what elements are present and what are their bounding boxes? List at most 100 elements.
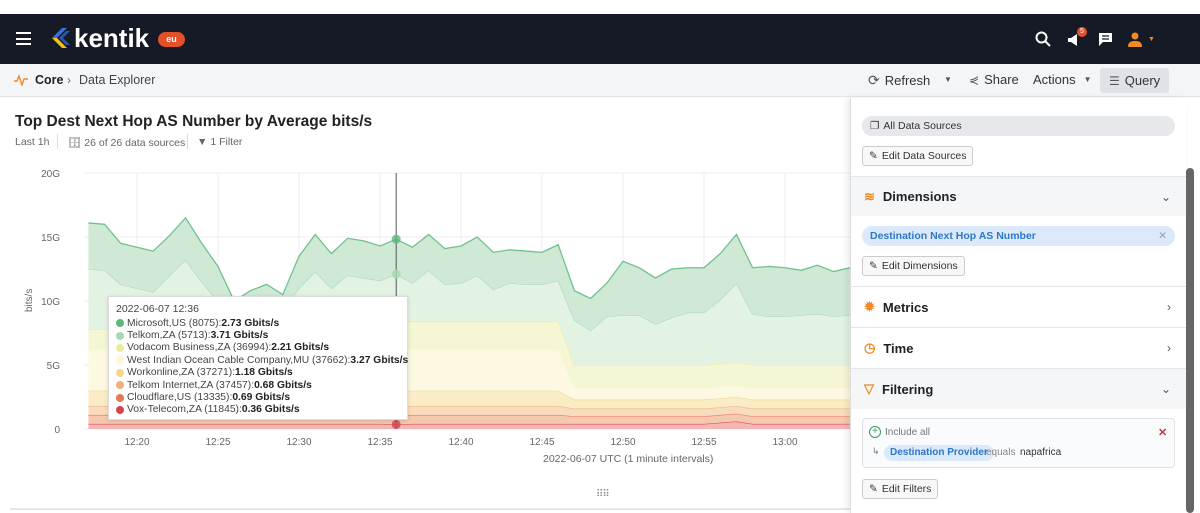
tooltip-series-label: Telkom Internet,ZA (37457): <box>127 379 255 391</box>
layers-icon: ≋ <box>864 188 875 204</box>
query-panel: ❐ All Data Sources ✎ Edit Data Sources ≋ Di… <box>850 98 1187 513</box>
query-list-icon: ☰ <box>1109 73 1120 88</box>
x-tick-label: 12:45 <box>529 437 554 448</box>
bottom-divider <box>10 508 850 510</box>
dimension-pill[interactable]: Destination Next Hop AS Number ✕ <box>862 226 1175 246</box>
search-icon[interactable] <box>1035 31 1051 47</box>
chevron-down-icon: ▼ <box>1083 75 1092 84</box>
top-strip <box>0 0 1200 14</box>
tooltip-series-label: Telkom,ZA (5713): <box>127 330 211 342</box>
notification-count-badge: 5 <box>1077 27 1087 37</box>
series-color-dot <box>116 331 124 340</box>
hover-point <box>391 419 401 429</box>
filter-operator: equals <box>986 447 1016 458</box>
filter-value: napafrica <box>1020 447 1062 458</box>
x-tick-label: 12:20 <box>124 437 149 448</box>
filter-group-mode[interactable]: Include all <box>885 427 931 438</box>
tooltip-row: Telkom,ZA (5713): 3.71 Gbits/s <box>116 329 400 341</box>
time-section-header[interactable]: ◷ Time › <box>851 327 1187 368</box>
chat-icon[interactable] <box>1098 32 1113 47</box>
y-tick-label: 15G <box>41 233 60 244</box>
tooltip-series-value: 3.71 Gbits/s <box>210 330 269 342</box>
tooltip-series-value: 0.68 Gbits/s <box>254 379 312 391</box>
x-tick-label: 12:25 <box>205 437 230 448</box>
filters-label[interactable]: ▼ 1 Filter <box>197 136 243 148</box>
user-menu-caret[interactable]: ▼ <box>1148 36 1155 43</box>
remove-dimension-icon[interactable]: ✕ <box>1158 230 1167 242</box>
y-tick-label: 0 <box>54 425 60 436</box>
tooltip-series-value: 0.36 Gbits/s <box>241 404 300 416</box>
data-sources-icon: ❐ <box>870 120 880 132</box>
share-icon: ⋞ <box>969 72 980 87</box>
brand-name[interactable]: kentik <box>74 23 150 53</box>
breadcrumb-root[interactable]: Core <box>35 73 64 87</box>
chart-tooltip: 2022-06-07 12:36 Microsoft,US (8075): 2.… <box>108 296 408 420</box>
series-color-dot <box>116 381 124 390</box>
filter-field-pill[interactable]: Destination Provider <box>884 445 994 461</box>
remove-filter-group-icon[interactable]: ✕ <box>1158 427 1168 439</box>
breadcrumb-bar: Core › Data Explorer ⟳ Refresh ▼ ⋞ Share A… <box>0 64 1200 97</box>
tooltip-time: 2022-06-07 12:36 <box>116 303 199 315</box>
y-tick-label: 5G <box>47 361 61 372</box>
x-tick-label: 13:00 <box>772 437 797 448</box>
metrics-section-header[interactable]: ✹ Metrics › <box>851 286 1187 327</box>
x-tick-label: 12:55 <box>691 437 716 448</box>
query-button[interactable]: ☰ Query <box>1100 68 1170 93</box>
notifications-icon[interactable] <box>1066 32 1082 48</box>
refresh-dropdown-caret[interactable]: ▼ <box>944 75 952 84</box>
top-nav: kentik eu 5 ▼ <box>0 14 1200 64</box>
tooltip-row: Vox-Telecom,ZA (11845): 0.36 Gbits/s <box>116 404 400 416</box>
tooltip-row: Telkom Internet,ZA (37457): 0.68 Gbits/s <box>116 379 400 391</box>
x-tick-label: 12:30 <box>286 437 311 448</box>
series-color-dot <box>116 368 124 377</box>
tooltip-series-label: Vodacom Business,ZA (36994): <box>127 342 272 354</box>
series-color-dot <box>116 319 124 328</box>
gear-icon: ✹ <box>864 299 875 314</box>
tooltip-series-label: Microsoft,US (8075): <box>127 317 222 329</box>
chevron-down-icon: ⌄ <box>1160 189 1171 204</box>
share-button[interactable]: ⋞ Share <box>969 72 1019 87</box>
chevron-right-icon: › <box>1167 300 1171 314</box>
tooltip-row: Vodacom Business,ZA (36994): 2.21 Gbits/… <box>116 342 400 354</box>
tooltip-row: Cloudflare,US (13335): 0.69 Gbits/s <box>116 391 400 403</box>
tooltip-series-value: 2.21 Gbits/s <box>271 342 330 354</box>
x-axis-label: 2022-06-07 UTC (1 minute intervals) <box>543 453 714 465</box>
series-color-dot <box>116 356 124 365</box>
series-area <box>88 421 850 429</box>
user-icon[interactable] <box>1127 31 1143 47</box>
chevron-down-icon: ⌄ <box>1160 382 1171 396</box>
breadcrumb-current: Data Explorer <box>79 73 156 87</box>
edit-dimensions-button[interactable]: ✎ Edit Dimensions <box>862 256 965 276</box>
resize-handle[interactable]: ⠿⠿ <box>596 489 610 500</box>
chevron-right-icon: › <box>1167 341 1171 355</box>
edit-data-sources-button[interactable]: ✎ Edit Data Sources <box>862 146 974 166</box>
x-tick-label: 12:50 <box>610 437 635 448</box>
chart-title: Top Dest Next Hop AS Number by Average b… <box>15 113 373 130</box>
core-activity-icon <box>14 74 28 86</box>
pencil-icon: ✎ <box>869 150 878 162</box>
divider <box>187 134 188 149</box>
filter-icon: ▽ <box>864 381 874 396</box>
refresh-button[interactable]: ⟳ Refresh <box>868 72 931 88</box>
actions-button[interactable]: Actions ▼ <box>1033 72 1092 87</box>
hover-point <box>391 234 401 244</box>
tooltip-series-label: Cloudflare,US (13335): <box>127 392 233 404</box>
tooltip-row: Microsoft,US (8075): 2.73 Gbits/s <box>116 317 400 329</box>
menu-icon[interactable] <box>16 32 31 45</box>
series-area <box>88 260 850 365</box>
region-badge: eu <box>158 32 185 47</box>
filtering-section-header[interactable]: ▽ Filtering ⌄ <box>851 368 1187 409</box>
all-data-sources-pill[interactable]: ❐ All Data Sources <box>862 116 1175 136</box>
tooltip-row: West Indian Ocean Cable Company,MU (3766… <box>116 354 408 366</box>
time-range-label[interactable]: Last 1h <box>15 136 50 148</box>
data-sources-label[interactable]: 🗄 26 of 26 data sources <box>68 137 186 149</box>
tooltip-row: Workonline,ZA (37271): 1.18 Gbits/s <box>116 367 400 379</box>
pencil-icon: ✎ <box>869 260 878 272</box>
dimensions-section-header[interactable]: ≋ Dimensions ⌄ <box>851 176 1187 216</box>
series-color-dot <box>116 393 124 402</box>
panel-scrollbar[interactable] <box>1186 168 1194 513</box>
edit-filters-button[interactable]: ✎ Edit Filters <box>862 479 939 499</box>
x-tick-label: 12:35 <box>367 437 392 448</box>
series-color-dot <box>116 343 124 352</box>
divider <box>57 134 58 149</box>
